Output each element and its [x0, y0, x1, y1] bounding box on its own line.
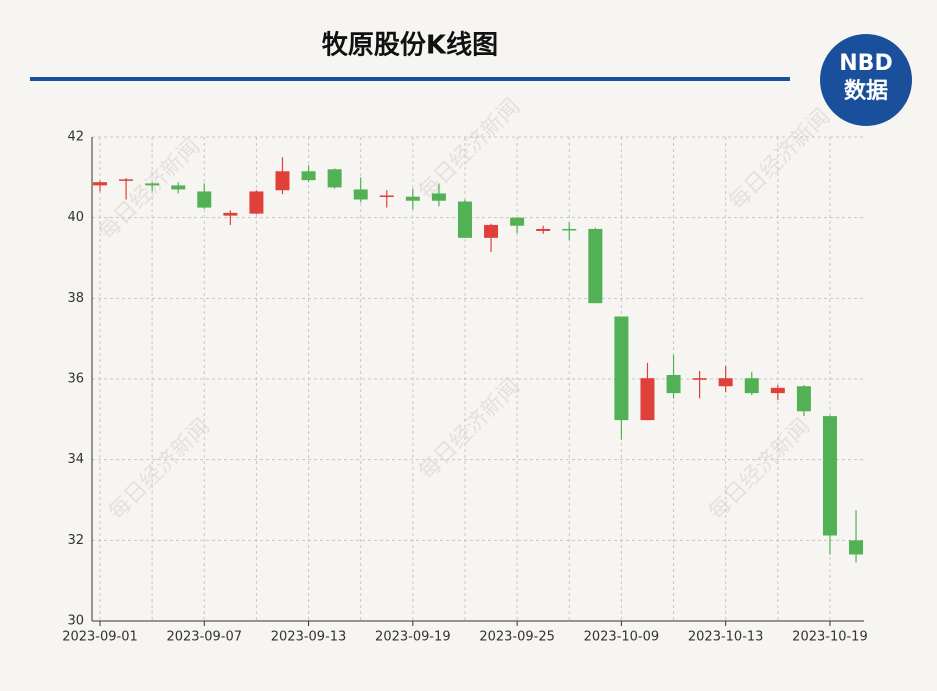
candle-body — [405, 196, 420, 201]
candle-body — [457, 201, 472, 238]
candle-body — [666, 374, 681, 394]
candle-body — [93, 182, 107, 186]
watermark: 每日经济新闻 — [94, 134, 205, 245]
candle-body — [614, 316, 629, 421]
y-tick-label: 38 — [67, 291, 84, 306]
candle-body — [640, 378, 655, 421]
logo-bottom: 数据 — [844, 78, 888, 104]
candle-body — [484, 224, 499, 238]
candle-body — [822, 416, 837, 536]
candle-body — [510, 217, 525, 226]
candle-body — [431, 193, 446, 201]
x-tick-label: 2023-10-09 — [584, 630, 660, 645]
y-tick-label: 42 — [67, 130, 84, 145]
logo-top: NBD — [839, 51, 892, 76]
y-tick-label: 36 — [67, 372, 84, 387]
x-tick-label: 2023-10-13 — [688, 630, 764, 645]
title-rule — [30, 77, 790, 81]
candle-body — [353, 189, 368, 200]
x-tick-label: 2023-09-01 — [62, 630, 138, 645]
candle-body — [849, 540, 864, 555]
candle-body — [327, 169, 342, 188]
candle-body — [744, 378, 759, 394]
candle-body — [223, 212, 238, 216]
candle-body — [692, 378, 707, 380]
candle-body — [536, 228, 551, 231]
y-tick-label: 40 — [67, 210, 84, 225]
watermark: 每日经济新闻 — [104, 414, 215, 525]
x-tick-label: 2023-09-07 — [166, 630, 242, 645]
candle-body — [379, 195, 394, 197]
watermark: 每日经济新闻 — [724, 104, 835, 215]
y-tick-label: 30 — [67, 614, 84, 629]
candle-body — [145, 183, 160, 186]
candle-body — [588, 228, 603, 304]
plot: 30 32 34 36 38 40 42 2023-09-01 2023-09-07 2023-0… — [62, 130, 868, 645]
title: 牧原股份K线图 — [322, 31, 498, 61]
candle-body — [171, 185, 186, 190]
x-tick-label: 2023-09-25 — [479, 630, 555, 645]
candle-body — [275, 171, 290, 191]
candle-body — [301, 171, 316, 181]
logo — [820, 34, 912, 126]
candle-body — [249, 191, 264, 214]
candle-body — [119, 179, 134, 181]
candle-body — [562, 228, 577, 231]
x-tick-label: 2023-09-13 — [271, 630, 347, 645]
candle-body — [796, 386, 811, 412]
candle-body — [197, 191, 212, 208]
candle-body — [718, 378, 733, 387]
watermark: 每日经济新闻 — [704, 414, 815, 525]
candle-body — [770, 387, 785, 394]
y-tick-label: 32 — [67, 533, 84, 548]
watermark: 每日经济新闻 — [414, 374, 525, 485]
y-tick-label: 34 — [67, 452, 84, 467]
x-tick-label: 2023-10-19 — [792, 630, 868, 645]
watermark: 每日经济新闻 — [414, 94, 525, 205]
x-tick-label: 2023-09-19 — [375, 630, 451, 645]
